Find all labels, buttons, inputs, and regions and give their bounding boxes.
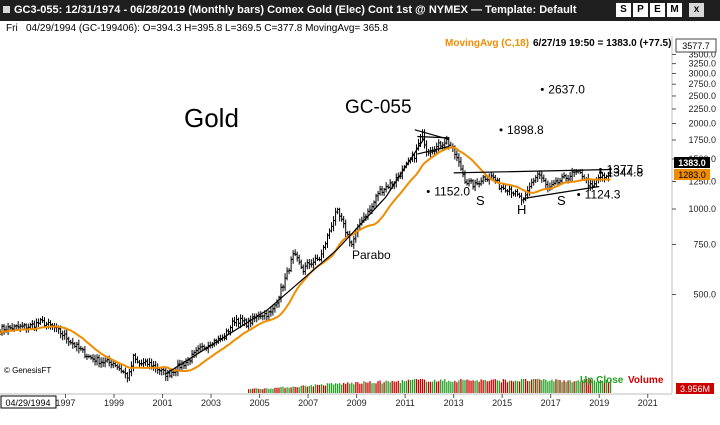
trendline-neckline-top bbox=[453, 168, 612, 174]
credit-label: © GenesisFT bbox=[4, 366, 51, 375]
year-tick-label: 1997 bbox=[55, 398, 75, 408]
price-label: 2637.0 bbox=[548, 82, 585, 96]
year-tick-label: 1999 bbox=[104, 398, 124, 408]
year-tick-label: 2015 bbox=[492, 398, 512, 408]
year-tick-label: 2001 bbox=[153, 398, 173, 408]
trendlines bbox=[164, 129, 612, 375]
right-shoulder-label: S bbox=[557, 193, 566, 208]
symbol-label: GC-055 bbox=[345, 97, 412, 118]
e-button[interactable]: E bbox=[650, 3, 665, 17]
price-tick-label: 3250.0 bbox=[688, 59, 716, 69]
trendline-neckline-bottom bbox=[523, 185, 600, 199]
last-price-readout: 6/27/19 19:50 = 1383.0 (+77.5) bbox=[533, 38, 671, 49]
volume-label: Volume bbox=[628, 375, 664, 386]
price-label: 1898.8 bbox=[507, 123, 544, 137]
price-tick-label: 1000.0 bbox=[688, 204, 716, 214]
head-label: H bbox=[517, 202, 526, 217]
year-tick-label: 2019 bbox=[589, 398, 609, 408]
trendline-triangle-upper bbox=[417, 135, 449, 139]
m-button[interactable]: M bbox=[667, 3, 682, 17]
price-tick-label: 2750.0 bbox=[688, 79, 716, 89]
price-label: 1344.8 bbox=[606, 165, 643, 179]
price-tick-label: 1750.0 bbox=[688, 135, 716, 145]
price-tick-label: 2500.0 bbox=[688, 91, 716, 101]
cursor-value: 3577.7 bbox=[682, 41, 710, 51]
window-title: GC3-055: 12/31/1974 - 06/28/2019 (Monthl… bbox=[14, 4, 577, 16]
p-button[interactable]: P bbox=[633, 3, 648, 17]
price-tick-label: 2000.0 bbox=[688, 119, 716, 129]
close-button[interactable]: x bbox=[689, 3, 704, 17]
up-close-label: Up Close bbox=[580, 375, 624, 386]
price-label-dot bbox=[499, 128, 503, 132]
trendline-parabolic-support bbox=[164, 137, 426, 375]
title-bar: GC3-055: 12/31/1974 - 06/28/2019 (Monthl… bbox=[0, 0, 720, 21]
year-tick-label: 2021 bbox=[638, 398, 658, 408]
current-price-tag: 1383.0 bbox=[678, 158, 706, 168]
ohlc-readout: 04/29/1994 (GC-199406): O=394.3 H=395.8 … bbox=[26, 23, 389, 34]
price-label-dot bbox=[598, 170, 602, 174]
parabo-label: Parabo bbox=[352, 248, 391, 262]
price-tick-label: 2250.0 bbox=[688, 104, 716, 114]
year-tick-label: 2007 bbox=[298, 398, 318, 408]
year-tick-label: 2011 bbox=[395, 398, 414, 408]
price-tick-label: 500.0 bbox=[693, 290, 716, 300]
trendline-triangle-lower bbox=[417, 145, 449, 155]
date-axis: 1997 1999 2001 2003 2005 2007 2009 2011 2013 2015… bbox=[55, 394, 658, 408]
price-label-dot bbox=[426, 190, 430, 194]
price-tick-label: 750.0 bbox=[693, 239, 716, 249]
ma-label: MovingAvg (C,18) bbox=[445, 38, 529, 49]
year-tick-label: 2005 bbox=[250, 398, 270, 408]
volume-value: 3.956M bbox=[680, 384, 710, 394]
price-label-dot bbox=[577, 193, 581, 197]
chart-title: Gold bbox=[184, 103, 239, 133]
window-icon bbox=[3, 6, 10, 13]
price-label: 1152.0 bbox=[434, 185, 470, 199]
day-label: Fri bbox=[6, 23, 18, 34]
price-tick-label: 3000.0 bbox=[688, 68, 716, 78]
price-label-dot bbox=[540, 87, 544, 91]
price-label: 1124.3 bbox=[585, 188, 621, 202]
s-button[interactable]: S bbox=[616, 3, 631, 17]
price-label-dot bbox=[598, 167, 602, 171]
volume-bars bbox=[248, 379, 612, 393]
moving-average-line bbox=[0, 146, 611, 372]
year-tick-label: 2003 bbox=[201, 398, 221, 408]
year-tick-label: 2013 bbox=[444, 398, 464, 408]
year-tick-label: 2009 bbox=[347, 398, 367, 408]
year-tick-label: 2017 bbox=[541, 398, 561, 408]
date-box: 04/29/1994 bbox=[5, 398, 50, 408]
left-shoulder-label: S bbox=[476, 193, 485, 208]
price-tick-label: 1250.0 bbox=[688, 176, 716, 186]
price-tick-label: 3500.0 bbox=[688, 49, 716, 59]
price-axis: 500.0750.01000.01250.01500.01750.02000.0… bbox=[672, 49, 716, 300]
price-label: 1377.5 bbox=[606, 162, 643, 176]
ma-price-tag: 1283.0 bbox=[678, 170, 706, 180]
